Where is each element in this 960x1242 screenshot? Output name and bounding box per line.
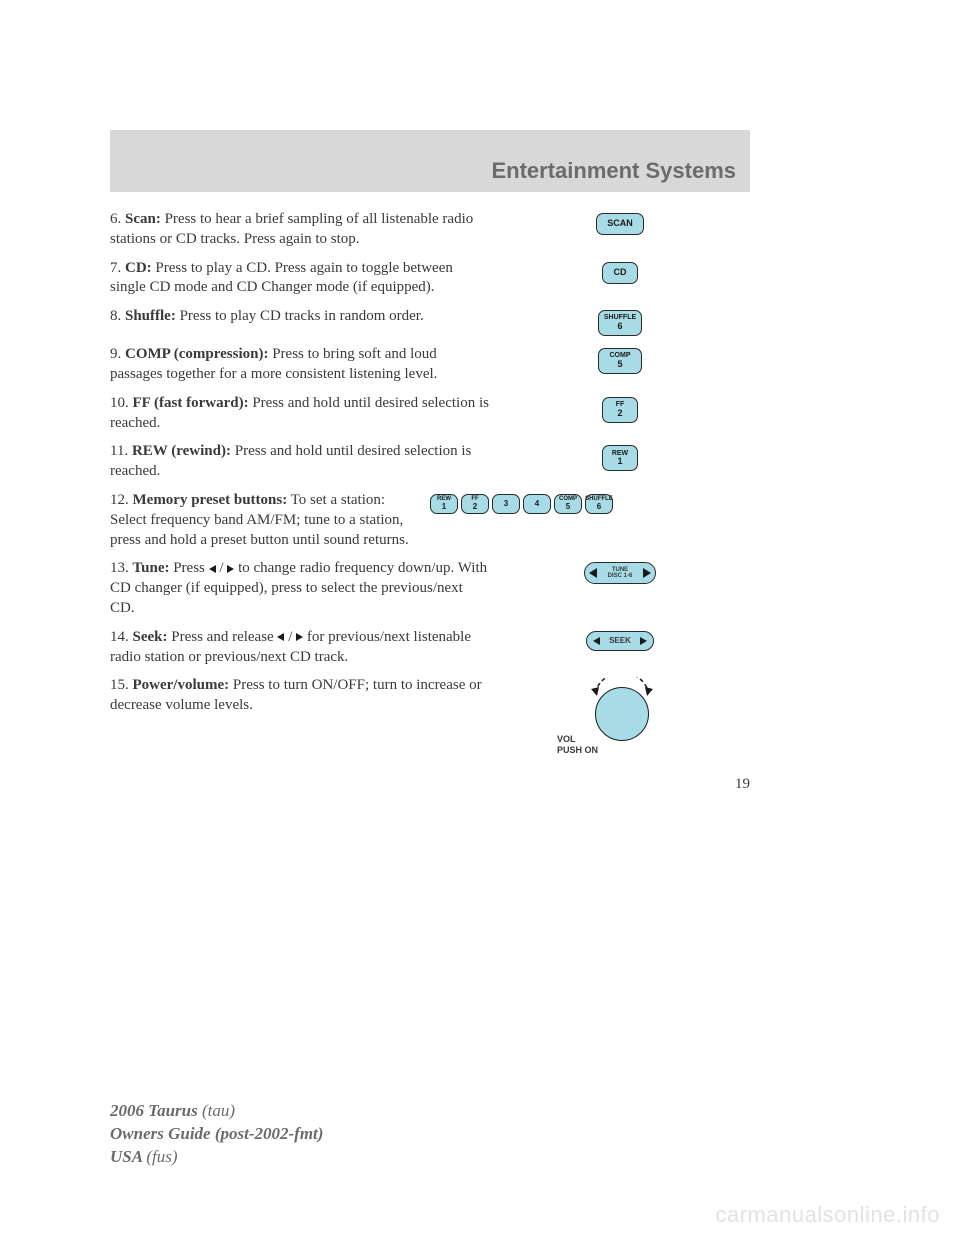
left-arrow-icon <box>589 568 597 578</box>
preset-3: 3 <box>492 494 520 514</box>
left-arrow-icon <box>209 565 216 573</box>
knob-circle <box>595 687 649 741</box>
volume-knob: VOL PUSH ON <box>575 679 665 754</box>
content: 6. Scan: Press to hear a brief sampling … <box>110 210 750 793</box>
right-arrow-icon <box>643 568 651 578</box>
preset-2: FF2 <box>461 494 489 514</box>
preset-4: 4 <box>523 494 551 514</box>
page-number: 19 <box>110 776 750 793</box>
item-text: 15. Power/volume: Press to turn ON/OFF; … <box>110 676 490 716</box>
rew-button: REW1 <box>602 445 638 471</box>
item-text: 11. REW (rewind): Press and hold until d… <box>110 442 490 482</box>
item-text: 9. COMP (compression): Press to bring so… <box>110 345 490 385</box>
cd-button: CD <box>602 262 638 284</box>
preset-5: COMP5 <box>554 494 582 514</box>
item-shuffle: 8. Shuffle: Press to play CD tracks in r… <box>110 307 750 336</box>
item-volume: 15. Power/volume: Press to turn ON/OFF; … <box>110 676 750 754</box>
header-bar: Entertainment Systems <box>110 130 750 192</box>
item-text: 13. Tune: Press / to change radio freque… <box>110 559 490 618</box>
preset-6: SHUFFLE6 <box>585 494 613 514</box>
knob-label: VOL PUSH ON <box>557 734 598 756</box>
section-title: Entertainment Systems <box>491 158 736 184</box>
tune-button: TUNEDISC 1-6 <box>584 562 656 584</box>
item-text: 14. Seek: Press and release / for previo… <box>110 628 490 668</box>
item-text: 6. Scan: Press to hear a brief sampling … <box>110 210 490 250</box>
item-seek: 14. Seek: Press and release / for previo… <box>110 628 750 668</box>
item-cd: 7. CD: Press to play a CD. Press again t… <box>110 259 750 299</box>
item-text: 7. CD: Press to play a CD. Press again t… <box>110 259 490 299</box>
left-arrow-icon <box>593 637 600 645</box>
right-arrow-icon <box>640 637 647 645</box>
item-rew: 11. REW (rewind): Press and hold until d… <box>110 442 750 482</box>
item-scan: 6. Scan: Press to hear a brief sampling … <box>110 210 750 250</box>
item-presets: 12. Memory preset buttons: To set a stat… <box>110 491 750 550</box>
ff-button: FF2 <box>602 397 638 423</box>
seek-button: SEEK <box>586 631 654 651</box>
item-text: 8. Shuffle: Press to play CD tracks in r… <box>110 307 490 327</box>
shuffle-button: SHUFFLE6 <box>598 310 642 336</box>
preset-1: REW1 <box>430 494 458 514</box>
item-comp: 9. COMP (compression): Press to bring so… <box>110 345 750 385</box>
watermark: carmanualsonline.info <box>715 1202 940 1228</box>
item-text: 12. Memory preset buttons: To set a stat… <box>110 491 420 550</box>
comp-button: COMP5 <box>598 348 642 374</box>
footer: 2006 Taurus (tau) Owners Guide (post-200… <box>110 1100 323 1169</box>
scan-button: SCAN <box>596 213 644 235</box>
preset-row: REW1 FF2 3 4 COMP5 SHUFFLE6 <box>430 494 613 514</box>
item-ff: 10. FF (fast forward): Press and hold un… <box>110 394 750 434</box>
item-tune: 13. Tune: Press / to change radio freque… <box>110 559 750 618</box>
item-text: 10. FF (fast forward): Press and hold un… <box>110 394 490 434</box>
left-arrow-icon <box>277 633 284 641</box>
